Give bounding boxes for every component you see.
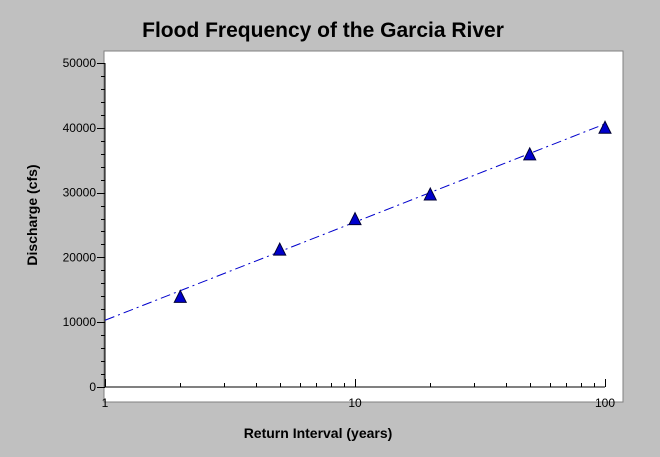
y-axis: 0 10000 20000 30000 40000 50000: [63, 56, 106, 394]
data-points: [173, 120, 612, 303]
data-point-triangle: [522, 146, 537, 161]
plot-area: [103, 50, 624, 403]
data-point-triangle: [272, 242, 287, 256]
data-point-triangle: [598, 120, 612, 134]
data-point-triangle: [348, 211, 362, 226]
chart-title: Flood Frequency of the Garcia River: [142, 19, 504, 42]
y-tick-label: 20000: [63, 250, 97, 264]
y-tick-label: 30000: [63, 186, 97, 200]
x-tick-label: 100: [595, 396, 615, 410]
y-tick-label: 40000: [63, 121, 97, 135]
x-tick-label: 1: [102, 396, 109, 410]
data-point-triangle: [423, 186, 438, 201]
y-tick-label: 0: [89, 380, 96, 394]
y-tick-label: 50000: [63, 56, 97, 70]
y-tick-label: 10000: [63, 315, 97, 329]
x-axis-title: Return Interval (years): [244, 425, 393, 441]
data-point-triangle: [173, 289, 188, 303]
y-axis-title: Discharge (cfs): [24, 164, 40, 265]
x-tick-label: 10: [348, 396, 362, 410]
x-axis: 1 10 100: [102, 379, 615, 410]
